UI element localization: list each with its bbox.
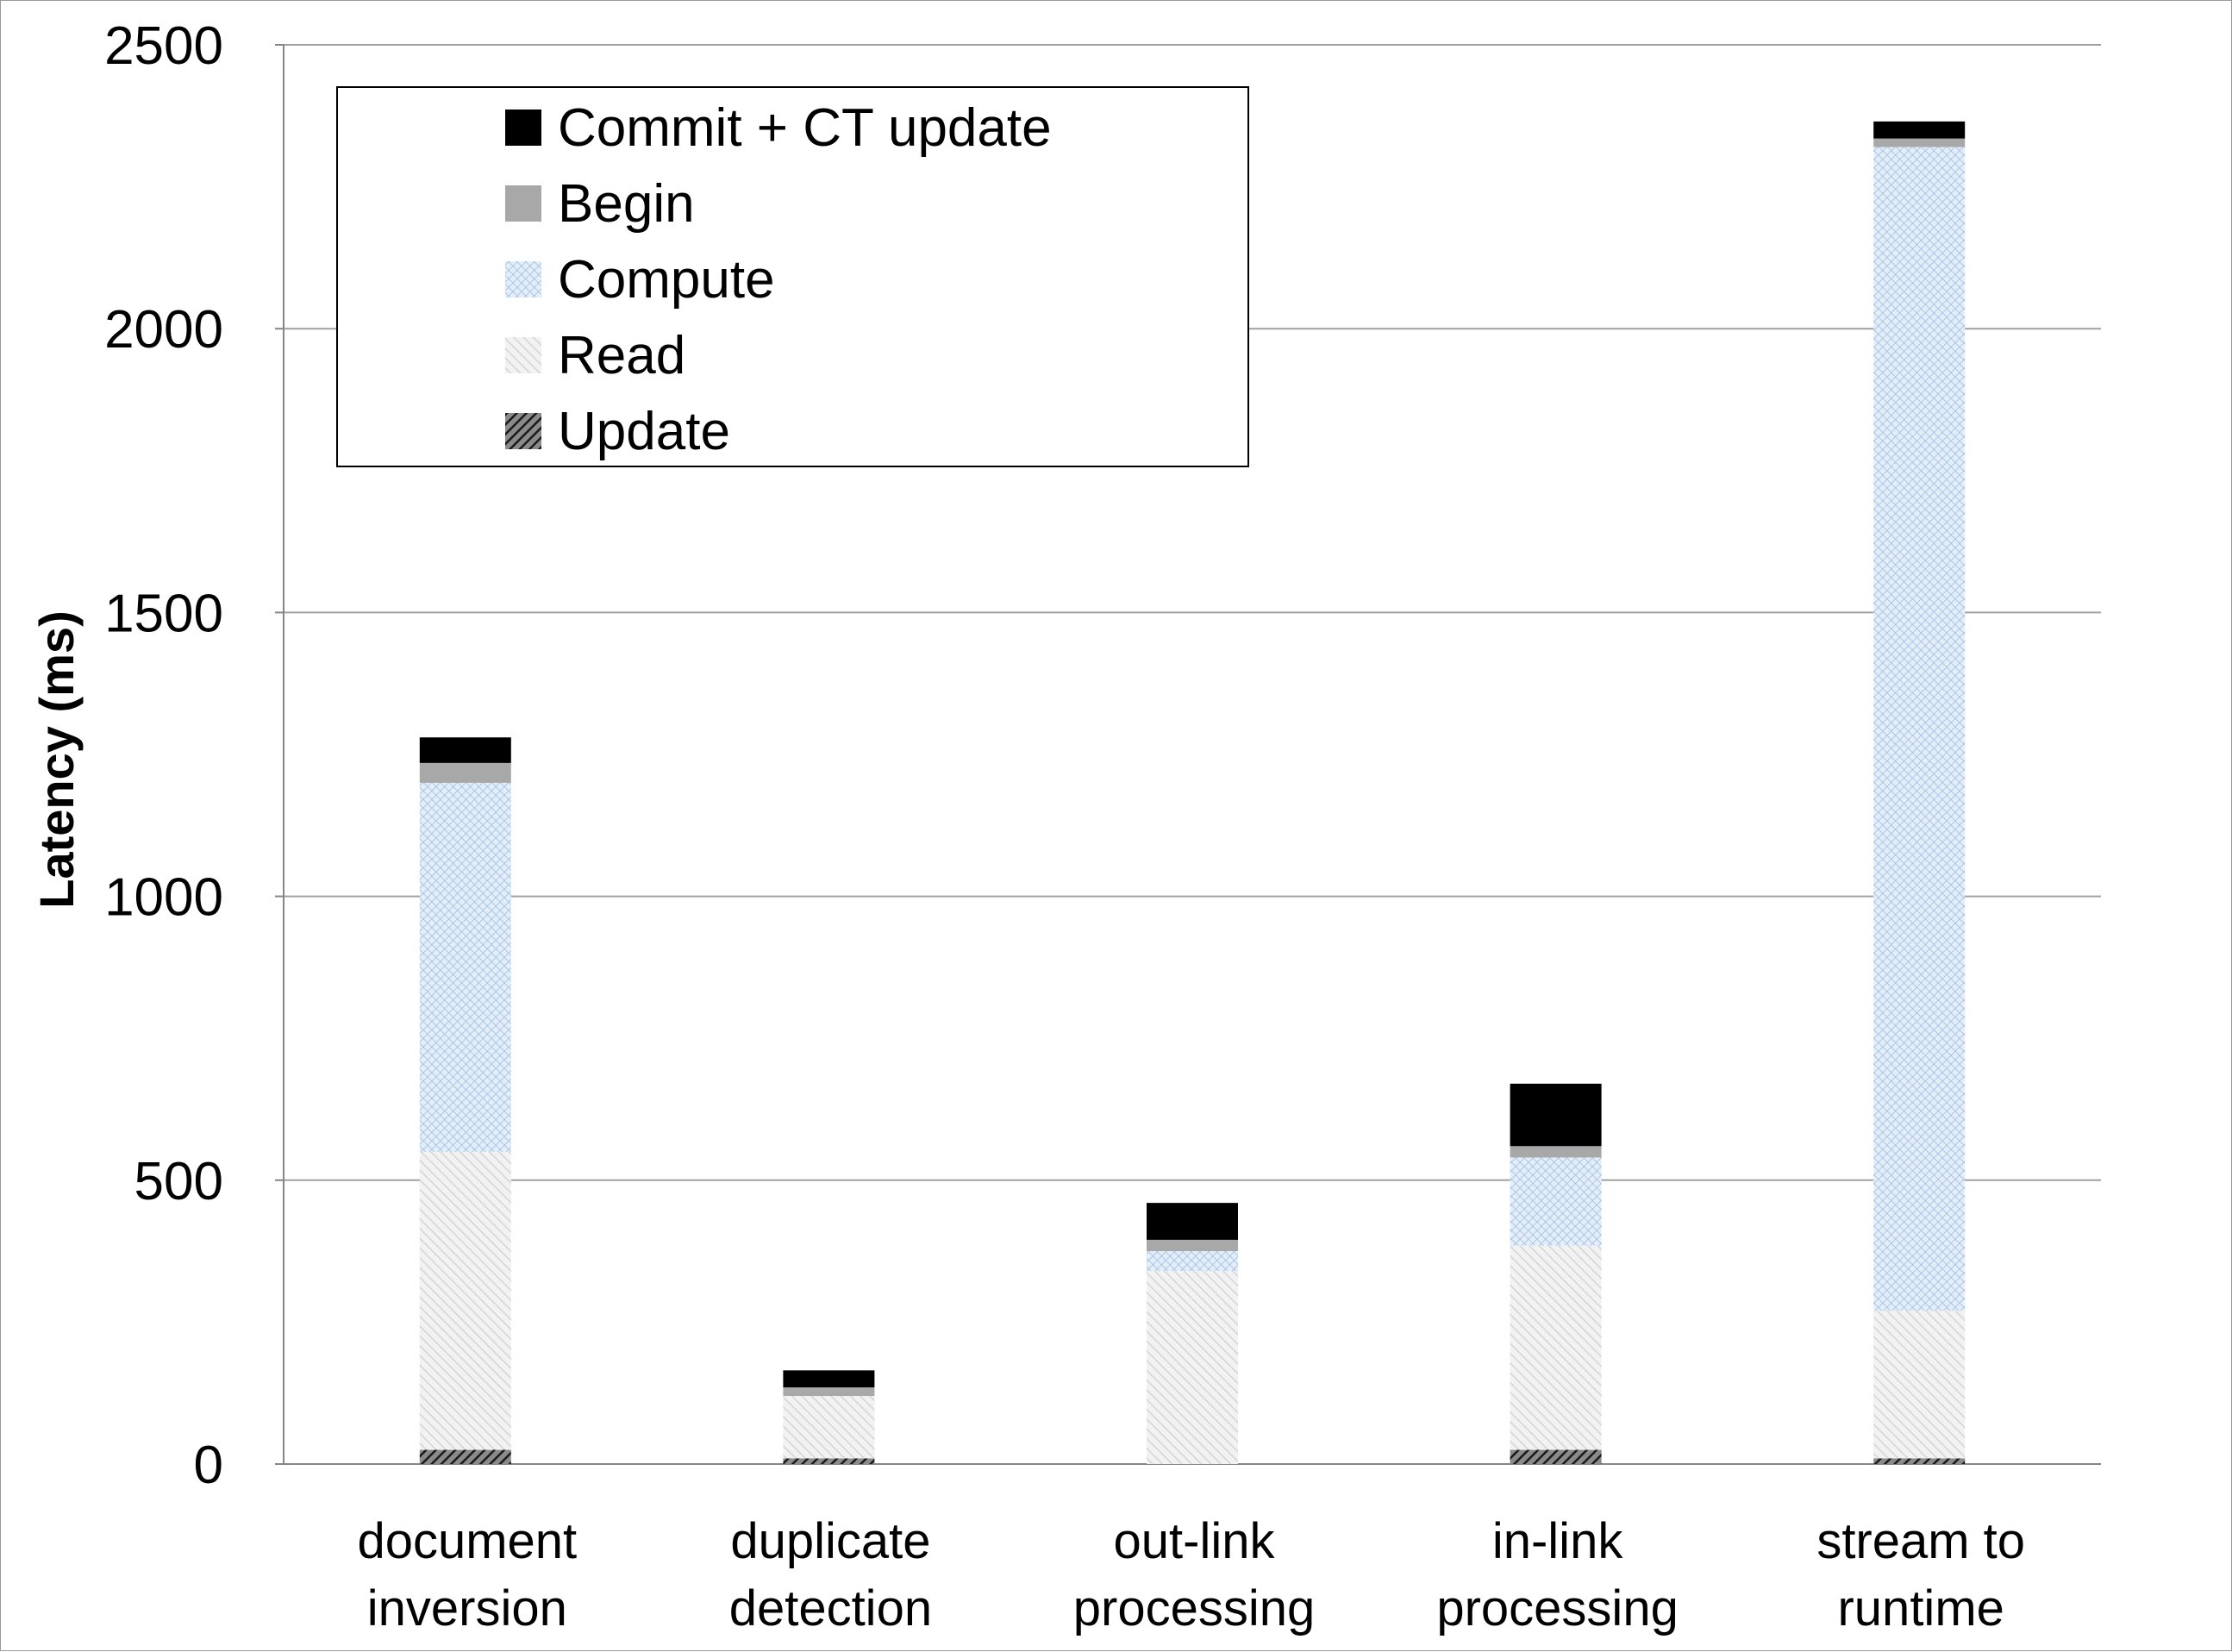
bar-segment-begin: [1510, 1146, 1602, 1158]
x-tick-label: detection: [729, 1580, 932, 1636]
bar-segment-compute: [1873, 147, 1966, 1311]
gridlines: [275, 44, 2101, 1465]
y-tick-label: 2500: [104, 16, 223, 76]
y-tick-label: 1500: [104, 584, 223, 643]
bar-segment-read: [1873, 1311, 1966, 1459]
y-tick-labels: 0 500 1000 1500 2000 2500: [104, 16, 223, 1495]
legend: Commit + CT update Begin Compute Read Update: [336, 86, 1249, 467]
bar-segment-commit-ct-update: [1147, 1203, 1238, 1240]
bar-segment-read: [419, 1151, 511, 1450]
x-tick-label: duplicate: [730, 1513, 930, 1569]
legend-swatch: [505, 337, 541, 373]
legend-label: Update: [558, 402, 730, 461]
legend-box: [336, 86, 1249, 467]
y-axis-label: Latency (ms): [29, 610, 84, 908]
bar-segment-update: [783, 1458, 875, 1464]
x-tick-label: stream to: [1816, 1513, 2025, 1569]
bar-segment-commit-ct-update: [1510, 1083, 1602, 1147]
y-tick-label: 500: [134, 1152, 223, 1211]
bar-segment-read: [1510, 1245, 1602, 1450]
legend-swatch: [505, 110, 541, 146]
bar-segment-read: [783, 1395, 875, 1459]
bar-segment-commit-ct-update: [1873, 121, 1966, 139]
bar-segment-commit-ct-update: [419, 737, 511, 763]
bar-segment-read: [1147, 1271, 1238, 1464]
x-tick-label: runtime: [1837, 1580, 2004, 1636]
bar-segment-compute: [1510, 1157, 1602, 1246]
x-tick-labels: document inversion duplicate detection out-l…: [357, 1513, 2025, 1636]
bar-segment-begin: [1147, 1239, 1238, 1252]
bar-segment-update: [1510, 1449, 1602, 1464]
bar-segment-commit-ct-update: [783, 1370, 875, 1388]
y-tick-label: 1000: [104, 868, 223, 928]
y-tick-label: 0: [194, 1436, 223, 1495]
bar-segment-update: [1873, 1458, 1966, 1464]
bars: [419, 121, 1966, 1464]
legend-label: Read: [558, 326, 685, 385]
x-tick-label: out-link: [1114, 1513, 1276, 1569]
bar-segment-update: [419, 1449, 511, 1464]
x-tick-label: inversion: [367, 1580, 567, 1636]
legend-label: Compute: [558, 250, 775, 310]
legend-label: Begin: [558, 174, 695, 234]
x-tick-label: processing: [1436, 1580, 1678, 1636]
legend-swatch: [505, 185, 541, 222]
bar-segment-begin: [1873, 138, 1966, 147]
x-tick-label: document: [357, 1513, 577, 1569]
y-tick-label: 2000: [104, 300, 223, 360]
x-tick-label: processing: [1073, 1580, 1315, 1636]
bar-segment-begin: [783, 1387, 875, 1396]
bar-segment-compute: [419, 782, 511, 1152]
legend-swatch: [505, 413, 541, 449]
x-tick-label: in-link: [1492, 1513, 1623, 1569]
legend-label: Commit + CT update: [558, 98, 1052, 158]
bar-segment-compute: [1147, 1251, 1238, 1272]
legend-swatch: [505, 261, 541, 297]
bar-segment-begin: [419, 762, 511, 783]
